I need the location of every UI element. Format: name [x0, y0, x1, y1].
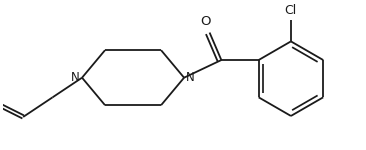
Text: O: O [201, 15, 211, 28]
Text: N: N [71, 71, 80, 84]
Text: Cl: Cl [284, 4, 296, 17]
Text: N: N [186, 71, 195, 84]
